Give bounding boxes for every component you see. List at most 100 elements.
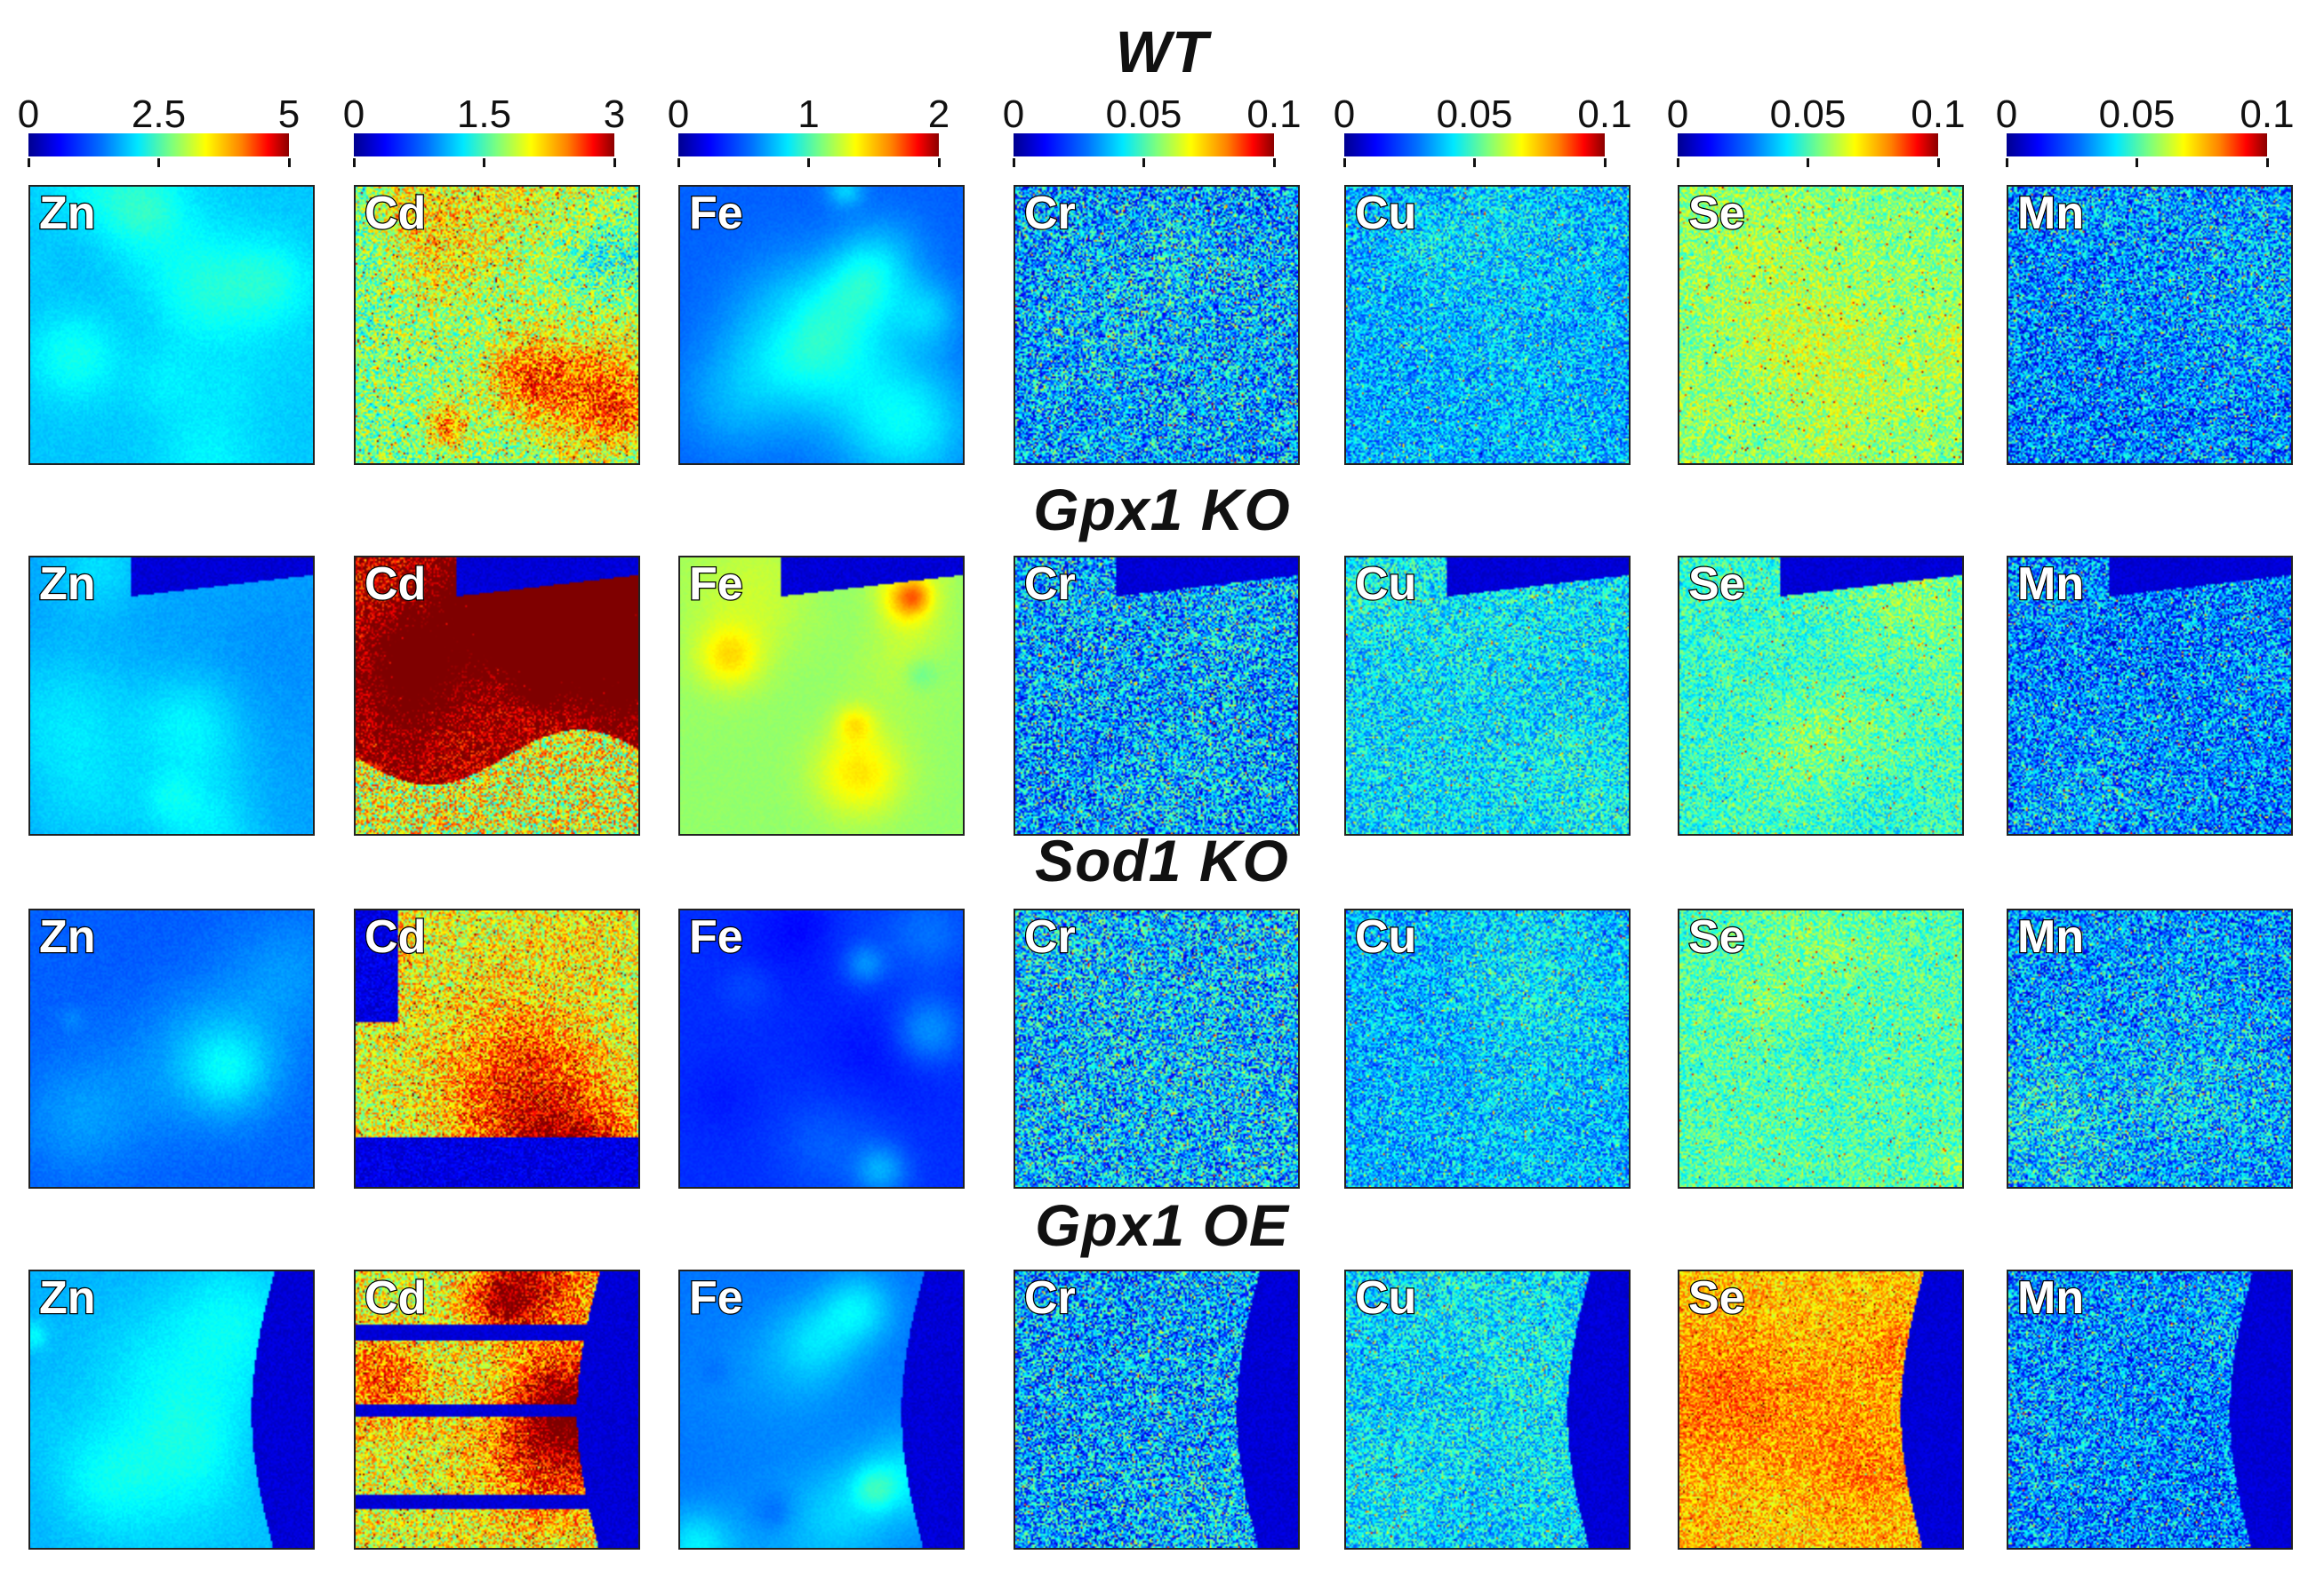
map-fe-row-4: Fe	[678, 1270, 965, 1550]
element-label-mn: Mn	[2016, 1271, 2086, 1325]
heatmap-image	[2008, 557, 2291, 834]
map-cd-row-2: Cd	[354, 556, 640, 836]
heatmap-image	[30, 557, 313, 834]
colorbar-tick-label: 0.05	[1436, 92, 1513, 136]
map-cd-row-1: Cd	[354, 185, 640, 465]
heatmap-image	[1346, 1271, 1629, 1548]
heatmap-image	[1015, 187, 1298, 463]
colorbar-tick	[1936, 158, 1940, 167]
element-label-cr: Cr	[1023, 910, 1077, 964]
map-se-row-3: Se	[1678, 909, 1964, 1189]
colorbar-tick	[937, 158, 941, 167]
colorbar-mn	[2007, 133, 2267, 156]
element-label-cr: Cr	[1023, 187, 1077, 240]
map-cu-row-2: Cu	[1344, 556, 1631, 836]
heatmap-image	[356, 1271, 638, 1548]
colorbar-se	[1678, 133, 1938, 156]
heatmap-image	[1015, 557, 1298, 834]
heatmap-image	[30, 910, 313, 1187]
heatmap-image	[1346, 557, 1629, 834]
element-label-cr: Cr	[1023, 557, 1077, 611]
colorbar-tick	[677, 158, 680, 167]
map-cu-row-3: Cu	[1344, 909, 1631, 1189]
colorbar-tick-label: 0.05	[1769, 92, 1847, 136]
element-label-se: Se	[1687, 1271, 1746, 1325]
element-label-mn: Mn	[2016, 557, 2086, 611]
colorbar-tick-label: 0	[1333, 92, 1356, 136]
element-label-cd: Cd	[364, 557, 428, 611]
heatmap-image	[1015, 1271, 1298, 1548]
map-zn-row-2: Zn	[28, 556, 315, 836]
heatmap-image	[2008, 910, 2291, 1187]
colorbar-tick-label: 0	[1002, 92, 1025, 136]
colorbar-tick	[1142, 158, 1145, 167]
element-label-mn: Mn	[2016, 910, 2086, 964]
element-label-cu: Cu	[1354, 910, 1418, 964]
colorbar-tick-label: 0	[1995, 92, 2018, 136]
heatmap-image	[680, 187, 963, 463]
colorbar-tick-label: 0.05	[2098, 92, 2176, 136]
map-cr-row-2: Cr	[1014, 556, 1300, 836]
element-label-cr: Cr	[1023, 1271, 1077, 1325]
heatmap-image	[680, 557, 963, 834]
map-cd-row-3: Cd	[354, 909, 640, 1189]
element-label-fe: Fe	[688, 1271, 744, 1325]
element-label-zn: Zn	[38, 557, 97, 611]
heatmap-image	[1679, 1271, 1962, 1548]
heatmap-image	[2008, 1271, 2291, 1548]
colorbar-tick	[1603, 158, 1607, 167]
heatmap-image	[1679, 557, 1962, 834]
colorbar-cd	[354, 133, 614, 156]
colorbar-tick-label: 0.1	[1911, 92, 1966, 136]
colorbar-tick	[807, 158, 810, 167]
colorbar-tick-label: 0.05	[1105, 92, 1182, 136]
element-label-se: Se	[1687, 910, 1746, 964]
colorbar-tick-label: 0.1	[1246, 92, 1302, 136]
colorbar-tick	[483, 158, 485, 167]
map-mn-row-2: Mn	[2007, 556, 2293, 836]
element-label-cu: Cu	[1354, 187, 1418, 240]
map-cu-row-1: Cu	[1344, 185, 1631, 465]
map-fe-row-3: Fe	[678, 909, 965, 1189]
colorbar-tick	[2136, 158, 2138, 167]
colorbar-tick	[1342, 158, 1346, 167]
element-label-cd: Cd	[364, 1271, 428, 1325]
heatmap-image	[1015, 910, 1298, 1187]
colorbar-fe	[678, 133, 939, 156]
element-label-se: Se	[1687, 557, 1746, 611]
colorbar-tick	[1272, 158, 1276, 167]
map-se-row-4: Se	[1678, 1270, 1964, 1550]
element-label-fe: Fe	[688, 557, 744, 611]
colorbar-tick-label: 0	[17, 92, 40, 136]
colorbar-tick	[2005, 158, 2008, 167]
heatmap-image	[356, 557, 638, 834]
map-cd-row-4: Cd	[354, 1270, 640, 1550]
element-label-fe: Fe	[688, 910, 744, 964]
element-label-se: Se	[1687, 187, 1746, 240]
heatmap-image	[1346, 910, 1629, 1187]
map-fe-row-2: Fe	[678, 556, 965, 836]
colorbar-zn	[28, 133, 289, 156]
colorbar-tick-label: 0	[342, 92, 365, 136]
element-label-cd: Cd	[364, 910, 428, 964]
colorbar-tick-label: 5	[277, 92, 301, 136]
heatmap-image	[680, 1271, 963, 1548]
colorbar-tick-label: 0.1	[2240, 92, 2295, 136]
colorbar-tick-label: 0	[1666, 92, 1689, 136]
map-mn-row-3: Mn	[2007, 909, 2293, 1189]
row-title-sod1-ko: Sod1 KO	[1035, 828, 1289, 894]
map-zn-row-3: Zn	[28, 909, 315, 1189]
colorbar-tick-label: 0	[667, 92, 690, 136]
colorbar-cu	[1344, 133, 1605, 156]
row-title-wt: WT	[1115, 19, 1209, 84]
element-label-mn: Mn	[2016, 187, 2086, 240]
heatmap-image	[2008, 187, 2291, 463]
colorbar-tick-label: 0.1	[1577, 92, 1632, 136]
row-title-gpx1-oe: Gpx1 OE	[1035, 1192, 1289, 1258]
colorbar-tick	[157, 158, 160, 167]
element-label-fe: Fe	[688, 187, 744, 240]
colorbar-tick	[27, 158, 30, 167]
element-label-cd: Cd	[364, 187, 428, 240]
map-cr-row-3: Cr	[1014, 909, 1300, 1189]
